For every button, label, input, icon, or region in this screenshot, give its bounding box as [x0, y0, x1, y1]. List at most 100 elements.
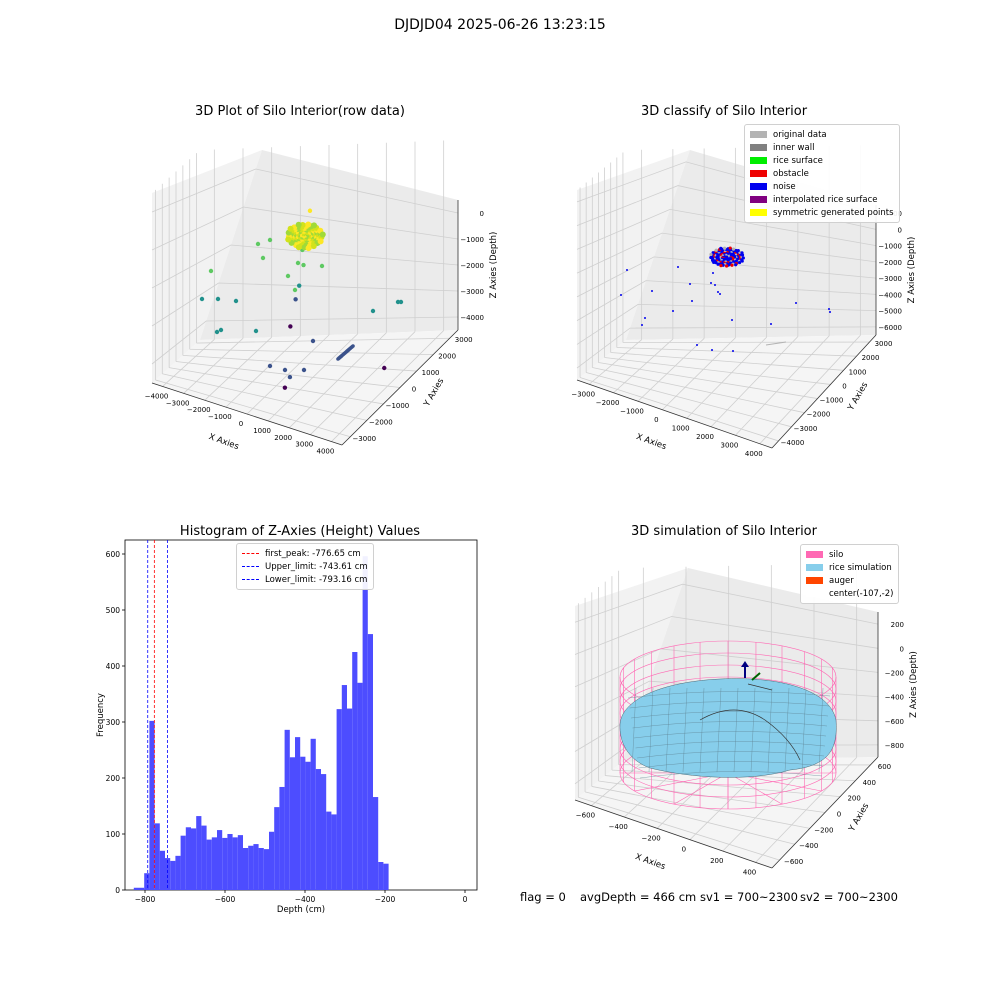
z-tick-label: −2000	[878, 259, 902, 267]
chart-3-title: Histogram of Z-Axies (Height) Values	[179, 524, 421, 539]
data-point	[233, 298, 239, 304]
histogram-bar	[315, 769, 321, 890]
data-point	[287, 225, 294, 232]
legend-swatch	[750, 131, 767, 138]
y-tick-label: −1000	[386, 402, 410, 410]
figure-title: DJDJD04 2025-06-26 13:23:15	[394, 17, 606, 33]
histogram-bar	[165, 858, 171, 890]
data-point	[719, 246, 723, 250]
legend-swatch	[750, 183, 767, 190]
data-point	[285, 236, 292, 243]
z-tick-label: −4000	[460, 314, 484, 322]
rice-mesh	[801, 687, 807, 773]
y-tick-label: 300	[106, 718, 121, 727]
x-gridline	[613, 338, 674, 394]
histogram-bar	[373, 797, 379, 890]
data-point	[260, 255, 266, 261]
z-gridline	[576, 232, 877, 274]
data-point	[267, 363, 273, 369]
rice-mesh	[699, 687, 705, 773]
sv2-text: sv2 = 700~2300	[800, 890, 898, 904]
histogram-bar	[170, 860, 176, 890]
z-gridline	[151, 168, 459, 214]
histogram-bar	[196, 816, 202, 890]
z-tick-label: −600	[885, 718, 904, 726]
x-tick-label: −1000	[208, 413, 232, 421]
y-tick-label: 3000	[455, 336, 473, 344]
y-tick-label: 0	[412, 386, 416, 394]
histogram-bar	[367, 634, 373, 890]
x-axis-line	[576, 379, 773, 449]
x-tick-label: 3000	[721, 441, 739, 449]
data-point	[295, 260, 301, 266]
y-gridline	[610, 352, 844, 371]
chart-3-axes: −600−400−2000200400−600−400−200020040060…	[574, 563, 919, 876]
histogram-bar	[258, 848, 264, 890]
data-point	[301, 367, 307, 373]
histogram-bar	[279, 786, 285, 890]
auger-marker	[751, 672, 761, 681]
histogram-bar	[185, 827, 191, 890]
z-tick-label: −3000	[878, 275, 902, 283]
x-tick-label: 4000	[317, 448, 335, 456]
histogram-bar	[357, 682, 363, 890]
left-pane	[575, 568, 688, 800]
y-tick-label: 200	[106, 774, 121, 783]
legend-label: rice surface	[773, 155, 823, 166]
rice-mesh	[629, 701, 830, 709]
data-point	[292, 287, 298, 293]
data-point	[651, 290, 653, 292]
legend-swatch	[806, 564, 823, 571]
histogram-bar	[237, 835, 243, 890]
rice-mesh	[699, 709, 801, 761]
y-gridline	[605, 775, 841, 798]
y-tick-label: 0	[115, 886, 120, 895]
y-gridline	[579, 377, 779, 442]
y-gridline	[578, 796, 780, 861]
rice-mesh	[818, 687, 824, 773]
y-axis-label: Y Axies	[846, 380, 871, 413]
y-tick-label: −2000	[369, 418, 393, 426]
flag-text: flag = 0	[520, 890, 566, 904]
histogram-bar	[269, 831, 275, 890]
chart-1-axes: −3000−2000−100001000200030004000−4000−30…	[571, 145, 917, 458]
rice-mesh	[648, 687, 654, 773]
rice-mesh	[767, 687, 773, 773]
histogram-bar	[284, 729, 290, 890]
legend-label: Upper_limit: -743.61 cm	[265, 561, 368, 572]
legend-label: center(-107,-2)	[829, 588, 894, 599]
histogram-bar	[331, 814, 337, 890]
data-point	[719, 293, 721, 295]
x-gridline	[735, 335, 830, 436]
histogram-bar	[383, 863, 389, 890]
legend-entry: silo	[806, 548, 893, 561]
rice-mesh	[638, 761, 824, 769]
legend-entry: Lower_limit: -793.16 cm	[242, 573, 368, 586]
sv1-text: sv1 = 700~2300	[700, 890, 798, 904]
x-tick-label: 1000	[253, 427, 271, 435]
data-point	[301, 262, 306, 268]
y-gridline	[155, 379, 351, 438]
legend-label: original data	[773, 129, 827, 140]
legend-entry: noise	[750, 180, 894, 193]
data-point	[282, 385, 288, 390]
y-tick-label: 2000	[862, 354, 880, 362]
x-tick-label: −4000	[145, 392, 169, 400]
rice-mesh	[639, 771, 823, 779]
x-tick-label: −3000	[571, 390, 595, 398]
data-point	[218, 327, 224, 333]
histogram-bar	[310, 738, 316, 890]
histogram-bar	[211, 837, 217, 890]
legend-entry: inner wall	[750, 141, 894, 154]
legend-label: auger	[829, 575, 854, 586]
histogram-bar	[274, 807, 280, 890]
legend-line	[242, 553, 259, 554]
rice-mesh	[750, 687, 756, 773]
data-point	[714, 284, 716, 286]
z-gridline	[574, 616, 879, 655]
data-point	[734, 248, 738, 253]
y-gridline	[196, 337, 450, 344]
x-tick-label: 0	[239, 420, 243, 428]
data-point	[723, 246, 727, 250]
